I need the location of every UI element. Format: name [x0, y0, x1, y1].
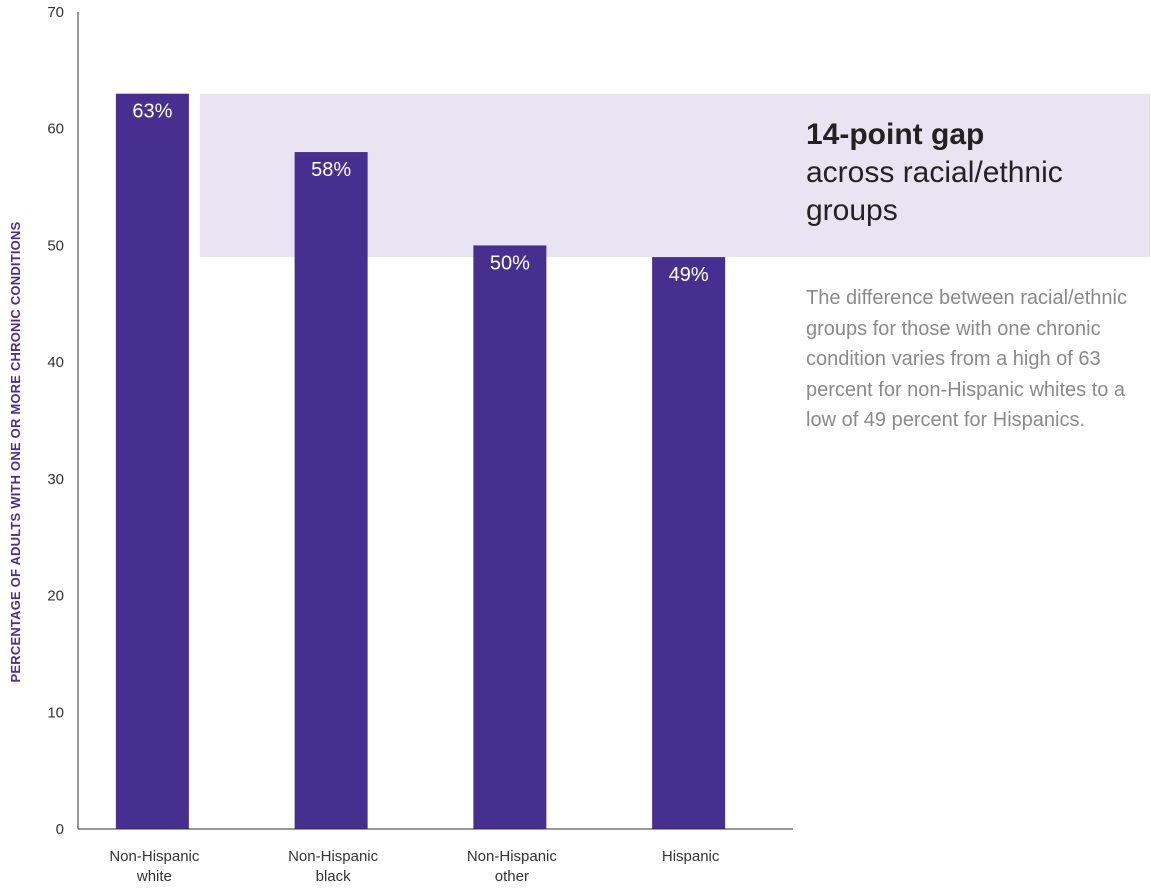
bar-value-label: 58% — [311, 159, 351, 181]
callout-title-line-2: groups — [806, 194, 898, 227]
bar-value-label: 63% — [132, 101, 172, 123]
y-axis-title: PERCENTAGE OF ADULTS WITH ONE OR MORE CH… — [8, 221, 23, 682]
x-category-label: white — [136, 868, 172, 885]
x-categories-group: Non-Hispanic white Non-Hispanic black Non-Hi… — [109, 848, 720, 885]
bar — [473, 245, 547, 829]
x-category-label: other — [495, 868, 529, 885]
x-category-label: Non-Hispanic — [467, 848, 558, 865]
bar-value-label: 49% — [669, 264, 709, 286]
bars-group: 63% 58% 50% 49% — [115, 93, 726, 830]
x-category-label: Hispanic — [662, 848, 720, 865]
y-tick-label: 20 — [47, 588, 64, 605]
callout-title-line-1: across racial/ethnic — [806, 156, 1063, 189]
callout-title-bold: 14-point gap — [806, 118, 985, 151]
y-tick-label: 0 — [56, 821, 64, 838]
y-tick-label: 60 — [47, 121, 64, 138]
y-ticks-group: 0 10 20 30 40 50 60 70 — [47, 4, 64, 838]
x-category-label: Non-Hispanic — [288, 848, 379, 865]
bar — [652, 257, 726, 830]
y-tick-label: 50 — [47, 237, 64, 254]
callout-body: The difference between racial/ethnic gro… — [806, 287, 1127, 431]
y-tick-label: 40 — [47, 354, 64, 371]
bar-value-label: 50% — [490, 252, 530, 274]
callout-title: 14-point gap across racial/ethnic groups — [806, 116, 1146, 230]
x-category-label: Non-Hispanic — [109, 848, 200, 865]
y-tick-label: 70 — [47, 4, 64, 21]
y-tick-label: 30 — [47, 471, 64, 488]
bar — [115, 93, 189, 829]
x-category-label: black — [316, 868, 352, 885]
bar — [294, 152, 368, 830]
y-tick-label: 10 — [47, 704, 64, 721]
